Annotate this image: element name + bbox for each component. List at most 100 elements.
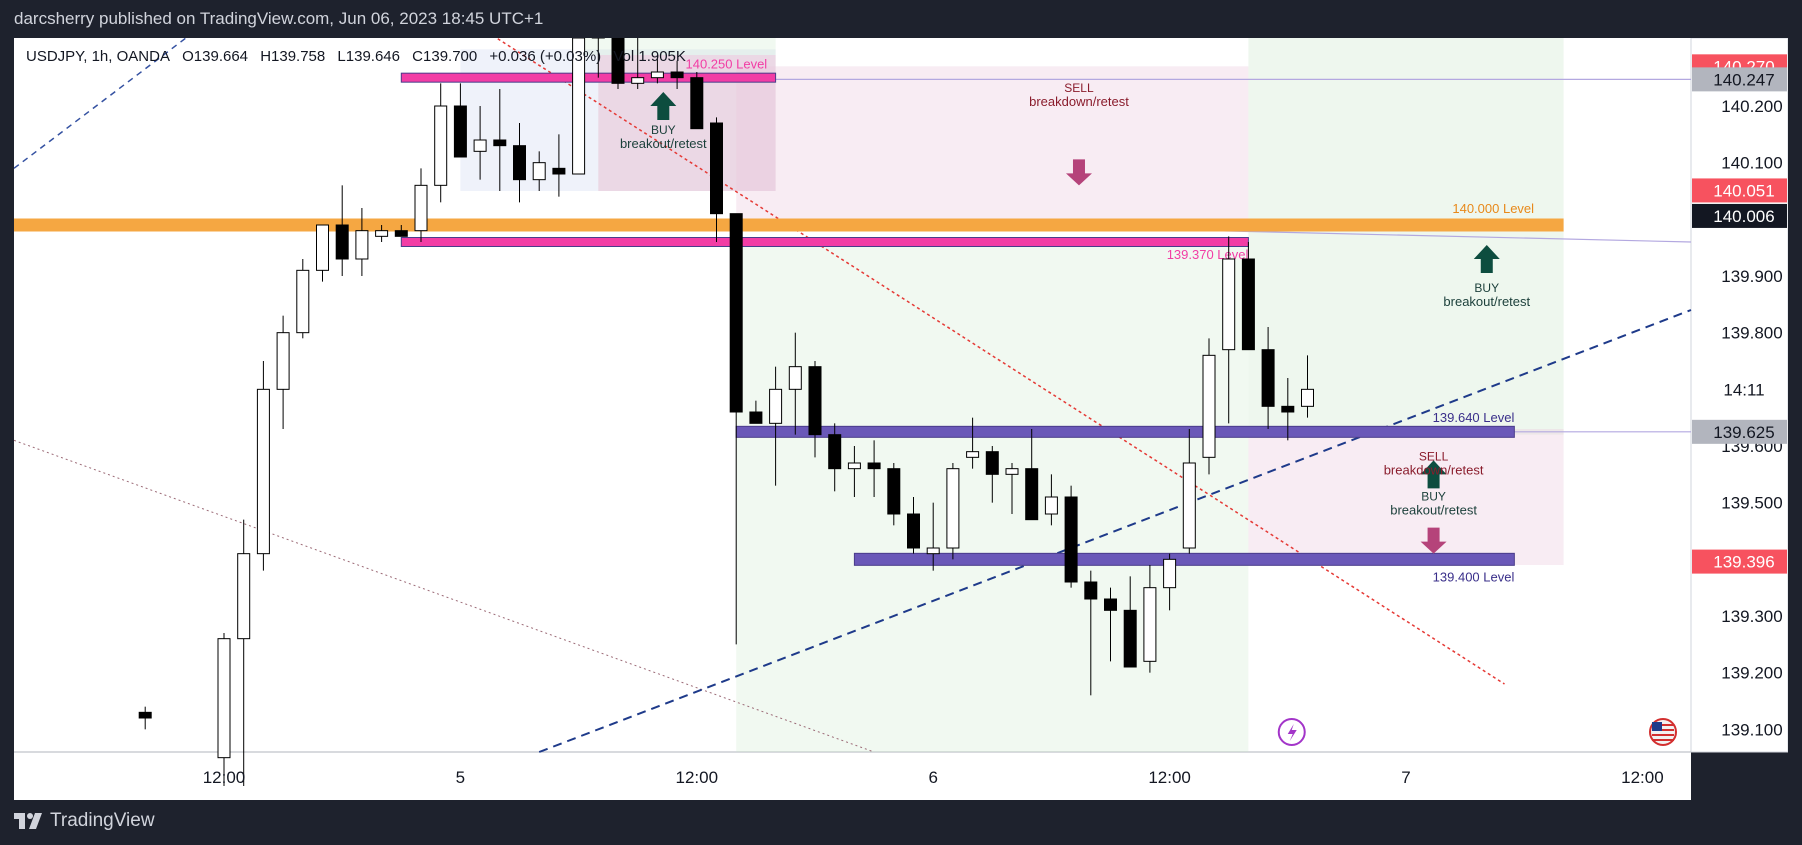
trendline-blue-dashed bbox=[538, 309, 1692, 753]
buy-arrow-icon bbox=[650, 92, 677, 120]
candle-body bbox=[256, 388, 270, 555]
candle-body bbox=[335, 224, 349, 260]
price-tick: 139.200 bbox=[1721, 664, 1782, 683]
time-tick: 6 bbox=[928, 768, 937, 787]
buy-arrow-icon bbox=[1420, 460, 1447, 489]
candle-body bbox=[217, 638, 231, 759]
sell-arrow-icon bbox=[1420, 527, 1447, 554]
tradingview-logo-icon bbox=[14, 813, 42, 829]
publisher-text: darcsherry published on TradingView.com,… bbox=[14, 9, 544, 28]
candle-body bbox=[966, 451, 980, 458]
price-label: 139.396 bbox=[1713, 553, 1774, 572]
candle-body bbox=[926, 547, 940, 555]
candle-body bbox=[729, 213, 743, 413]
price-label: 140.006 bbox=[1713, 207, 1774, 226]
level-label: 139.640 Level bbox=[1433, 410, 1515, 425]
annotation-line1: BUY bbox=[1421, 490, 1446, 504]
candle-body bbox=[453, 105, 467, 158]
candle-body bbox=[276, 332, 290, 390]
candle-body bbox=[670, 71, 684, 79]
candle-body bbox=[1123, 609, 1137, 668]
candle-body bbox=[355, 230, 369, 260]
candle-body bbox=[788, 366, 802, 390]
zone-sell-mid bbox=[736, 66, 1249, 225]
time-tick: 7 bbox=[1401, 768, 1410, 787]
candle-body bbox=[394, 230, 408, 237]
candle-body bbox=[1301, 388, 1314, 407]
candle-body bbox=[572, 38, 586, 175]
candle-body bbox=[631, 77, 645, 84]
candle-body bbox=[1005, 468, 1019, 475]
candle-body bbox=[847, 462, 861, 470]
ohlc-legend: USDJPY, 1h, OANDA O139.664 H139.758 L139… bbox=[26, 48, 694, 65]
buy-arrow-icon bbox=[1473, 245, 1500, 273]
candle-body bbox=[473, 139, 487, 152]
annotation-line1: SELL bbox=[1064, 81, 1094, 95]
candle-body bbox=[690, 77, 704, 130]
level-bar bbox=[14, 218, 1564, 232]
time-tick: 12:00 bbox=[1148, 768, 1191, 787]
price-chart[interactable]: 140.250 Level 140.000 Level 139.370 Level 1… bbox=[14, 38, 1788, 800]
price-tick: 140.100 bbox=[1721, 154, 1782, 173]
us-flag-canton bbox=[1652, 722, 1662, 731]
trendline-top-left bbox=[14, 38, 188, 169]
legend-change: +0.036 (+0.03%) bbox=[489, 48, 602, 65]
candle-body bbox=[296, 269, 310, 334]
candle-body bbox=[434, 105, 448, 186]
price-label: 140.051 bbox=[1713, 181, 1774, 200]
candle-body bbox=[552, 167, 566, 175]
price-label: 14:11 bbox=[1723, 380, 1764, 399]
level-bar bbox=[853, 552, 1515, 566]
candle-body bbox=[887, 468, 901, 515]
candle-body bbox=[769, 388, 783, 424]
annotation-line2: breakout/retest bbox=[1443, 294, 1530, 309]
candle-body bbox=[1182, 462, 1196, 549]
price-label: 140.247 bbox=[1713, 70, 1774, 89]
candle-body bbox=[1044, 496, 1058, 515]
price-label-box bbox=[1692, 178, 1787, 203]
price-label-box bbox=[1692, 549, 1787, 574]
price-tick: 139.900 bbox=[1721, 267, 1782, 286]
annotation-line1: BUY bbox=[1474, 281, 1499, 295]
price-tick: 139.800 bbox=[1721, 324, 1782, 343]
candle-body bbox=[316, 224, 329, 271]
zone-buy-right bbox=[1248, 38, 1564, 435]
tradingview-logo[interactable]: TradingView bbox=[14, 810, 155, 832]
price-tick: 139.100 bbox=[1721, 720, 1782, 739]
lightning-icon bbox=[1277, 718, 1306, 746]
level-bar bbox=[400, 237, 1249, 247]
price-label-box bbox=[1692, 67, 1787, 92]
footer-bar: TradingView bbox=[0, 800, 1802, 845]
legend-open: O139.664 bbox=[182, 48, 249, 65]
candle-body bbox=[375, 230, 389, 237]
candle-body bbox=[946, 468, 960, 549]
candle-body bbox=[1025, 468, 1039, 521]
zone-buy-top bbox=[578, 38, 776, 55]
annotation-line1: SELL bbox=[1419, 450, 1449, 464]
plot-background bbox=[14, 38, 1691, 752]
legend-symbol: USDJPY, 1h, OANDA bbox=[26, 48, 170, 65]
time-tick: 12:00 bbox=[676, 768, 719, 787]
candle-body bbox=[237, 553, 251, 640]
level-label: 140.250 Level bbox=[686, 57, 768, 72]
candle-body bbox=[985, 451, 999, 475]
price-tick: 139.500 bbox=[1721, 494, 1782, 513]
price-tick: 139.300 bbox=[1721, 607, 1782, 626]
candle-body bbox=[1143, 587, 1157, 662]
candle-body bbox=[1222, 258, 1236, 351]
level-bar bbox=[400, 72, 777, 83]
level-label: 139.400 Level bbox=[1433, 569, 1515, 584]
price-tick: 140.200 bbox=[1721, 97, 1782, 116]
candle-body bbox=[1261, 349, 1275, 407]
level-label: 140.000 Level bbox=[1452, 201, 1534, 216]
candle-body bbox=[1281, 405, 1295, 413]
candle-body bbox=[907, 513, 920, 549]
candle-body bbox=[1064, 496, 1078, 583]
legend-volume: Vol 1.905K bbox=[613, 48, 686, 65]
time-tick: 5 bbox=[456, 768, 465, 787]
candle-body bbox=[1163, 558, 1177, 589]
annotation-line1: BUY bbox=[651, 123, 676, 137]
candle-body bbox=[749, 411, 763, 424]
price-label-box bbox=[1692, 203, 1787, 228]
zone-sell-right bbox=[1248, 429, 1564, 565]
